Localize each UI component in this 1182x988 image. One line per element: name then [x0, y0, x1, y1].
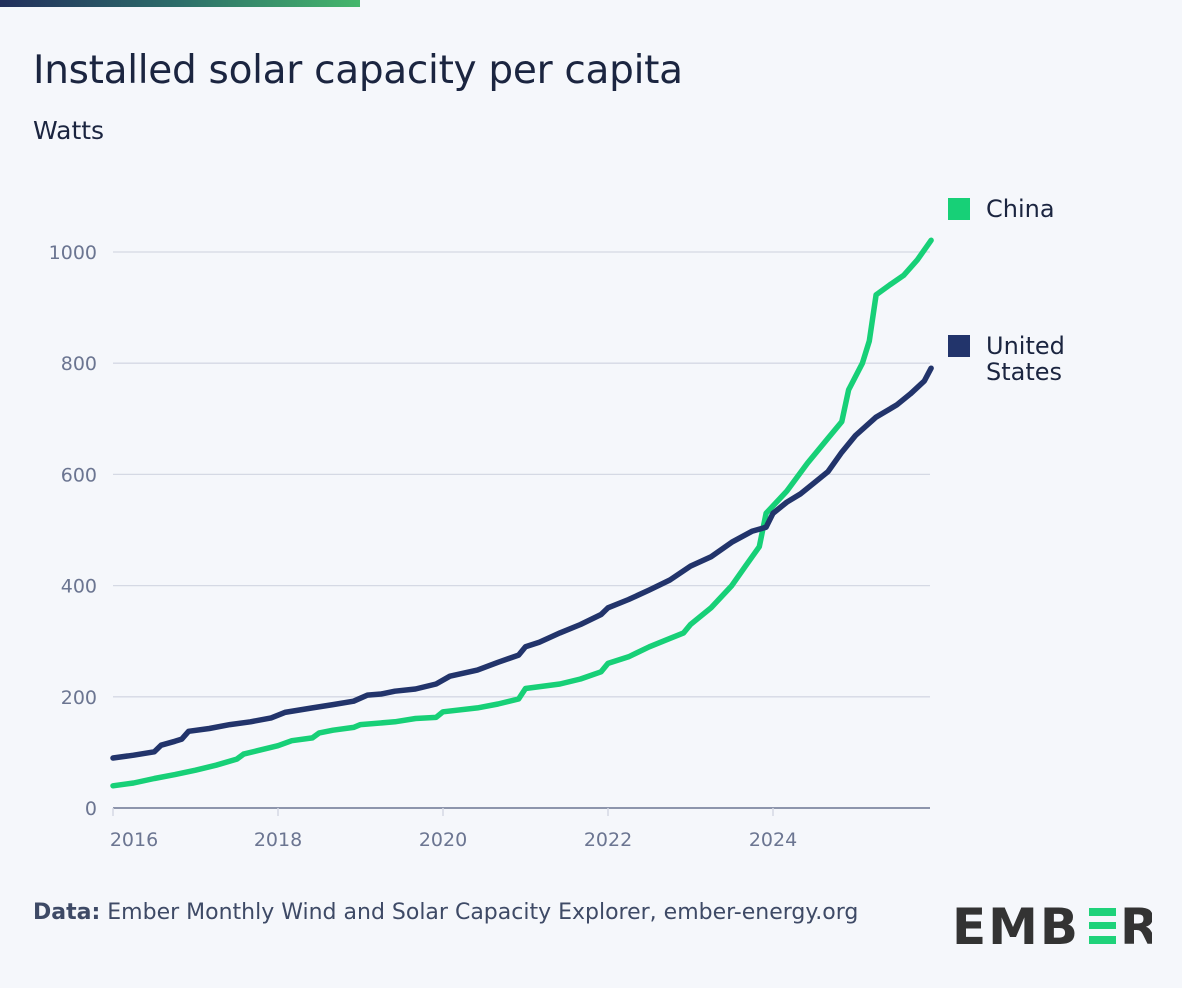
x-tick-label: 2024: [749, 829, 797, 851]
source-text: Ember Monthly Wind and Solar Capacity Ex…: [107, 900, 859, 925]
legend-label-united-states: United States: [986, 332, 1065, 386]
top-accent-bar: [0, 0, 360, 7]
chart-title: Installed solar capacity per capita: [33, 48, 683, 93]
ember-logo: EMB R: [952, 900, 1152, 950]
x-tick-label: 2016: [110, 829, 158, 851]
source-label: Data:: [33, 900, 101, 925]
y-tick-label: 200: [61, 687, 97, 709]
series-line-united-states: [110, 365, 934, 761]
y-tick-label: 800: [61, 353, 97, 375]
svg-text:R: R: [1120, 900, 1152, 950]
y-tick-label: 600: [61, 464, 97, 486]
legend-swatch-china: [948, 198, 970, 220]
y-tick-label: 400: [61, 576, 97, 598]
chart-subtitle: Watts: [33, 116, 105, 145]
series-line-china: [110, 237, 934, 789]
svg-text:EMB: EMB: [952, 900, 1080, 950]
y-tick-label: 0: [85, 798, 97, 820]
legend-label-china: China: [986, 195, 1055, 223]
x-tick-label: 2020: [419, 829, 467, 851]
x-tick-label: 2022: [584, 829, 632, 851]
legend-swatch-united-states: [948, 335, 970, 357]
y-tick-label: 1000: [49, 242, 97, 264]
x-tick-label: 2018: [254, 829, 302, 851]
source-note: Data: Ember Monthly Wind and Solar Capac…: [33, 898, 873, 927]
